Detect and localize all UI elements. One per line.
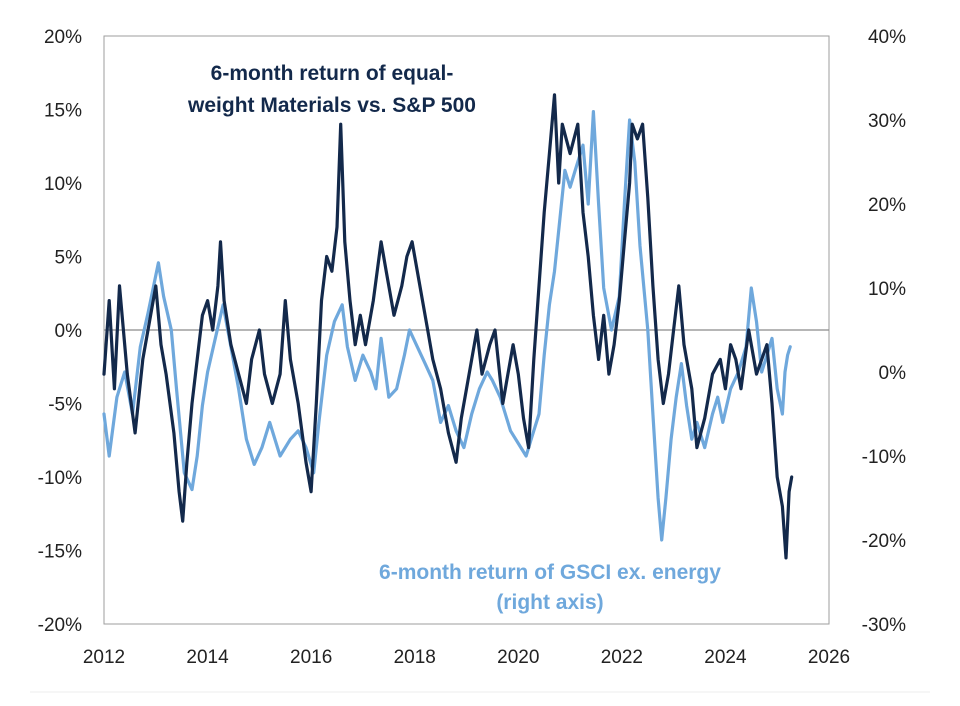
gsci-annotation-line-1: 6-month return of GSCI ex. energy [379, 561, 721, 584]
gsci-annotation-line-2: (right axis) [496, 591, 603, 614]
right-tick-label: 30% [868, 111, 906, 132]
right-tick-label: -30% [862, 615, 906, 636]
x-tick-label: 2026 [808, 647, 850, 668]
left-tick-label: -10% [38, 468, 82, 489]
left-tick-label: 15% [44, 101, 82, 122]
right-tick-label: -20% [862, 531, 906, 552]
left-tick-label: 0% [55, 321, 83, 342]
series-line-gsci [102, 110, 792, 542]
x-tick-label: 2014 [186, 647, 229, 668]
left-tick-label: -5% [48, 395, 82, 416]
left-tick-label: 10% [44, 174, 82, 195]
x-tick-label: 2016 [290, 647, 332, 668]
x-tick-label: 2018 [394, 647, 436, 668]
x-tick-label: 2024 [704, 647, 747, 668]
left-axis: 20% 15% 10% 5% 0% -5% -10% -15% -20% [38, 27, 82, 636]
series-line-materials [102, 93, 794, 560]
left-tick-label: 5% [55, 248, 83, 269]
x-tick-label: 2022 [601, 647, 643, 668]
right-tick-label: 10% [868, 279, 906, 300]
right-tick-label: -10% [862, 447, 906, 468]
right-tick-label: 0% [879, 363, 907, 384]
left-tick-label: -20% [38, 615, 82, 636]
materials-annotation-line-2: weight Materials vs. S&P 500 [187, 94, 476, 117]
left-tick-label: 20% [44, 27, 82, 48]
right-tick-label: 40% [868, 27, 906, 48]
right-axis: 40% 30% 20% 10% 0% -10% -20% -30% [862, 27, 906, 636]
right-tick-label: 20% [868, 195, 906, 216]
x-tick-label: 2020 [497, 647, 539, 668]
series-layer [102, 93, 794, 560]
materials-annotation-line-1: 6-month return of equal- [211, 62, 454, 85]
x-tick-label: 2012 [83, 647, 125, 668]
left-tick-label: -15% [38, 542, 82, 563]
x-axis: 2012 2014 2016 2018 2020 2022 2024 2026 [83, 647, 850, 668]
